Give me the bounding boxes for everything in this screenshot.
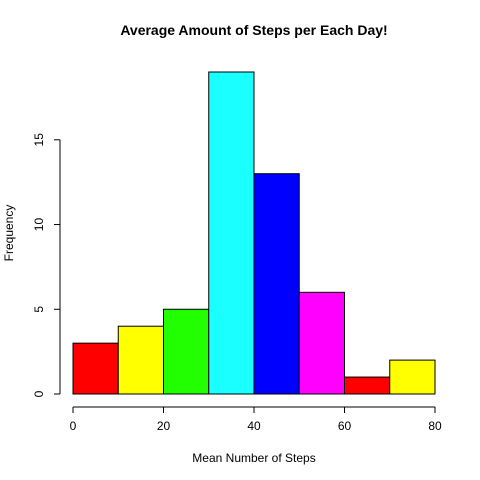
x-tick-label-2: 40 xyxy=(247,419,261,433)
histogram-bar-2 xyxy=(163,308,210,395)
y-tick-label-0: 0 xyxy=(32,390,46,397)
x-axis: 0 20 40 60 80 xyxy=(70,406,442,433)
histogram-bar-3 xyxy=(208,71,255,395)
y-tick-label-1: 5 xyxy=(32,306,46,313)
y-axis-label: Frequency xyxy=(2,205,16,262)
chart-title: Average Amount of Steps per Each Day! xyxy=(120,22,387,38)
histogram-bar-7 xyxy=(389,359,436,395)
bars-group xyxy=(72,71,436,395)
histogram-bar-0 xyxy=(72,342,119,395)
y-tick-label-3: 15 xyxy=(32,133,46,147)
x-tick-label-0: 0 xyxy=(70,419,77,433)
x-tick-label-3: 60 xyxy=(338,419,352,433)
histogram-bar-5 xyxy=(298,291,345,395)
histogram-bar-1 xyxy=(117,325,164,395)
histogram-bar-6 xyxy=(344,376,391,395)
x-tick-label-1: 20 xyxy=(157,419,171,433)
x-tick-label-4: 80 xyxy=(428,419,442,433)
y-tick-label-2: 10 xyxy=(32,218,46,232)
x-axis-label: Mean Number of Steps xyxy=(192,451,315,465)
y-axis: 0 5 10 15 xyxy=(32,133,61,397)
histogram-bar-4 xyxy=(253,173,300,395)
